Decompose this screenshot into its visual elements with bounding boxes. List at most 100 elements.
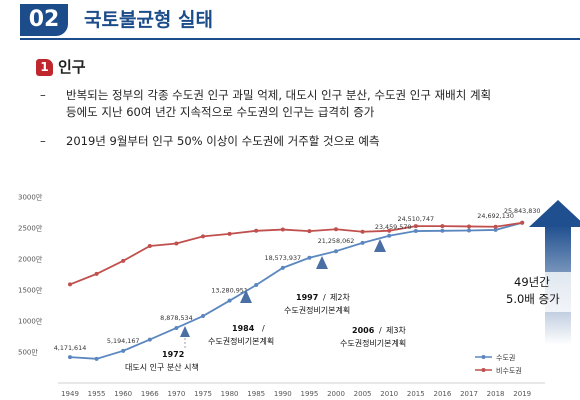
y-tick-label: 3000만 <box>18 193 43 202</box>
data-label: 21,258,062 <box>318 237 355 245</box>
data-label: 18,573,937 <box>265 254 302 262</box>
annotation-text: 제2차 <box>330 293 350 302</box>
annotation-marker <box>240 290 252 303</box>
x-tick-label: 2015 <box>407 390 425 398</box>
data-label: 5,194,167 <box>107 337 140 345</box>
y-tick-label: 1500만 <box>18 286 43 295</box>
annotation-1997: 1997 / 제2차 수도권정비기본계획 <box>284 256 350 315</box>
bullet-dash: – <box>40 88 46 102</box>
data-point <box>334 249 338 254</box>
x-tick-label: 2017 <box>460 390 478 398</box>
legend-label-nonseoul: 비수도권 <box>496 366 522 375</box>
data-point <box>493 224 498 229</box>
data-label: 8,878,534 <box>160 314 193 322</box>
data-point <box>360 240 365 245</box>
x-tick-label: 1980 <box>221 390 239 398</box>
population-line-chart: 500만 1000만 1500만 2000만 2500만 3000만 1949 1955 19… <box>18 193 580 398</box>
data-point <box>387 228 392 233</box>
annotation-1972: 1972 대도시 인구 분산 시책 <box>125 326 199 372</box>
callout-box <box>503 272 575 312</box>
annotation-text: 수도권정비기본계획 <box>208 336 274 346</box>
y-tick-label: 1000만 <box>18 317 43 326</box>
data-point <box>387 233 392 238</box>
annotation-year: 1972 <box>162 350 184 359</box>
legend-label-seoul: 수도권 <box>496 354 515 362</box>
y-tick-label: 2000만 <box>18 255 43 264</box>
data-point <box>147 337 152 342</box>
x-tick-label: 1995 <box>300 390 318 398</box>
data-point <box>147 243 152 248</box>
data-point <box>307 255 312 260</box>
x-tick-label: 2016 <box>433 390 451 398</box>
data-point <box>94 356 99 361</box>
data-point <box>280 227 285 232</box>
bullet-text-line: 반복되는 정부의 각종 수도권 인구 과밀 억제, 대도시 인구 분산, 수도권… <box>66 88 492 102</box>
data-label: 24,510,747 <box>398 215 435 223</box>
data-label: 4,171,614 <box>54 344 87 352</box>
x-tick-label: 1955 <box>88 390 106 398</box>
callout-line-2: 5.0배 증가 <box>506 292 560 306</box>
series-line-seoul <box>69 221 523 360</box>
data-point <box>413 224 418 229</box>
data-label: 24,692,130 <box>477 212 514 220</box>
data-point <box>94 271 99 276</box>
data-point <box>280 265 285 270</box>
data-point <box>307 229 312 234</box>
header-divider <box>20 38 580 40</box>
annotation-text: 대도시 인구 분산 시책 <box>125 362 199 372</box>
bullet-text-line: 2019년 9월부터 인구 50% 이상이 수도권에 거주할 것으로 예측 <box>66 134 380 148</box>
annotation-text: 제3차 <box>386 326 406 335</box>
page-title: 국토불균형 실태 <box>84 9 213 31</box>
chart-series <box>68 220 525 361</box>
y-tick-label: 2500만 <box>18 224 43 233</box>
bullet-text-line: 등에도 지난 60여 년간 지속적으로 수도권의 인구는 급격히 증가 <box>66 105 375 119</box>
x-tick-label: 1949 <box>61 390 79 398</box>
data-point <box>440 224 445 229</box>
data-point <box>227 298 232 303</box>
data-point <box>254 228 259 233</box>
x-tick-label: 1990 <box>274 390 292 398</box>
data-point <box>520 220 525 225</box>
bullet-item-1: – 반복되는 정부의 각종 수도권 인구 과밀 억제, 대도시 인구 분산, 수… <box>40 87 556 121</box>
data-point <box>440 228 445 233</box>
x-tick-label: 1985 <box>247 390 265 398</box>
y-axis-ticks: 500만 1000만 1500만 2000만 2500만 3000만 <box>18 193 43 357</box>
data-point <box>334 227 338 232</box>
x-tick-label: 2005 <box>354 390 372 398</box>
section-number-badge: 02 <box>20 4 68 36</box>
legend-dot-nonseoul <box>481 368 486 372</box>
x-tick-label: 2019 <box>513 390 531 398</box>
bullet-dash: – <box>40 134 46 148</box>
x-axis-ticks: 1949 1955 1960 1966 1970 1975 1980 1985 1990 1995… <box>61 390 531 398</box>
callout-line-1: 49년간 <box>514 275 550 289</box>
annotation-slash: / <box>262 324 265 333</box>
data-point <box>174 325 179 330</box>
data-point <box>227 231 232 236</box>
growth-arrow-head <box>529 200 580 227</box>
data-point <box>493 227 498 232</box>
annotation-marker <box>316 256 328 269</box>
annotation-2006: 2006 / 제3차 수도권정비기본계획 <box>340 239 406 348</box>
y-tick-label: 500만 <box>18 348 38 357</box>
data-point <box>201 314 205 319</box>
x-tick-label: 1970 <box>167 390 185 398</box>
data-point <box>360 229 365 234</box>
legend-dot-seoul <box>481 355 486 359</box>
data-point <box>254 283 259 288</box>
data-point <box>413 229 418 234</box>
data-point <box>467 224 471 229</box>
data-point <box>201 234 205 239</box>
data-labels: 4,171,614 5,194,167 8,878,534 13,280,951 18,… <box>54 207 541 352</box>
data-point <box>68 355 72 360</box>
annotation-year: 1984 <box>232 324 255 333</box>
series-line-nonseoul <box>69 221 523 286</box>
x-tick-label: 1975 <box>194 390 212 398</box>
annotation-slash: / <box>323 293 326 302</box>
data-point <box>174 241 179 246</box>
annotation-year: 2006 <box>352 326 375 335</box>
data-point <box>121 258 126 263</box>
x-tick-label: 2010 <box>380 390 398 398</box>
data-label: 23,459,570 <box>375 223 412 231</box>
data-label: 13,280,951 <box>211 287 248 295</box>
annotation-1984: 1984 / 수도권정비기본계획 <box>208 290 274 346</box>
